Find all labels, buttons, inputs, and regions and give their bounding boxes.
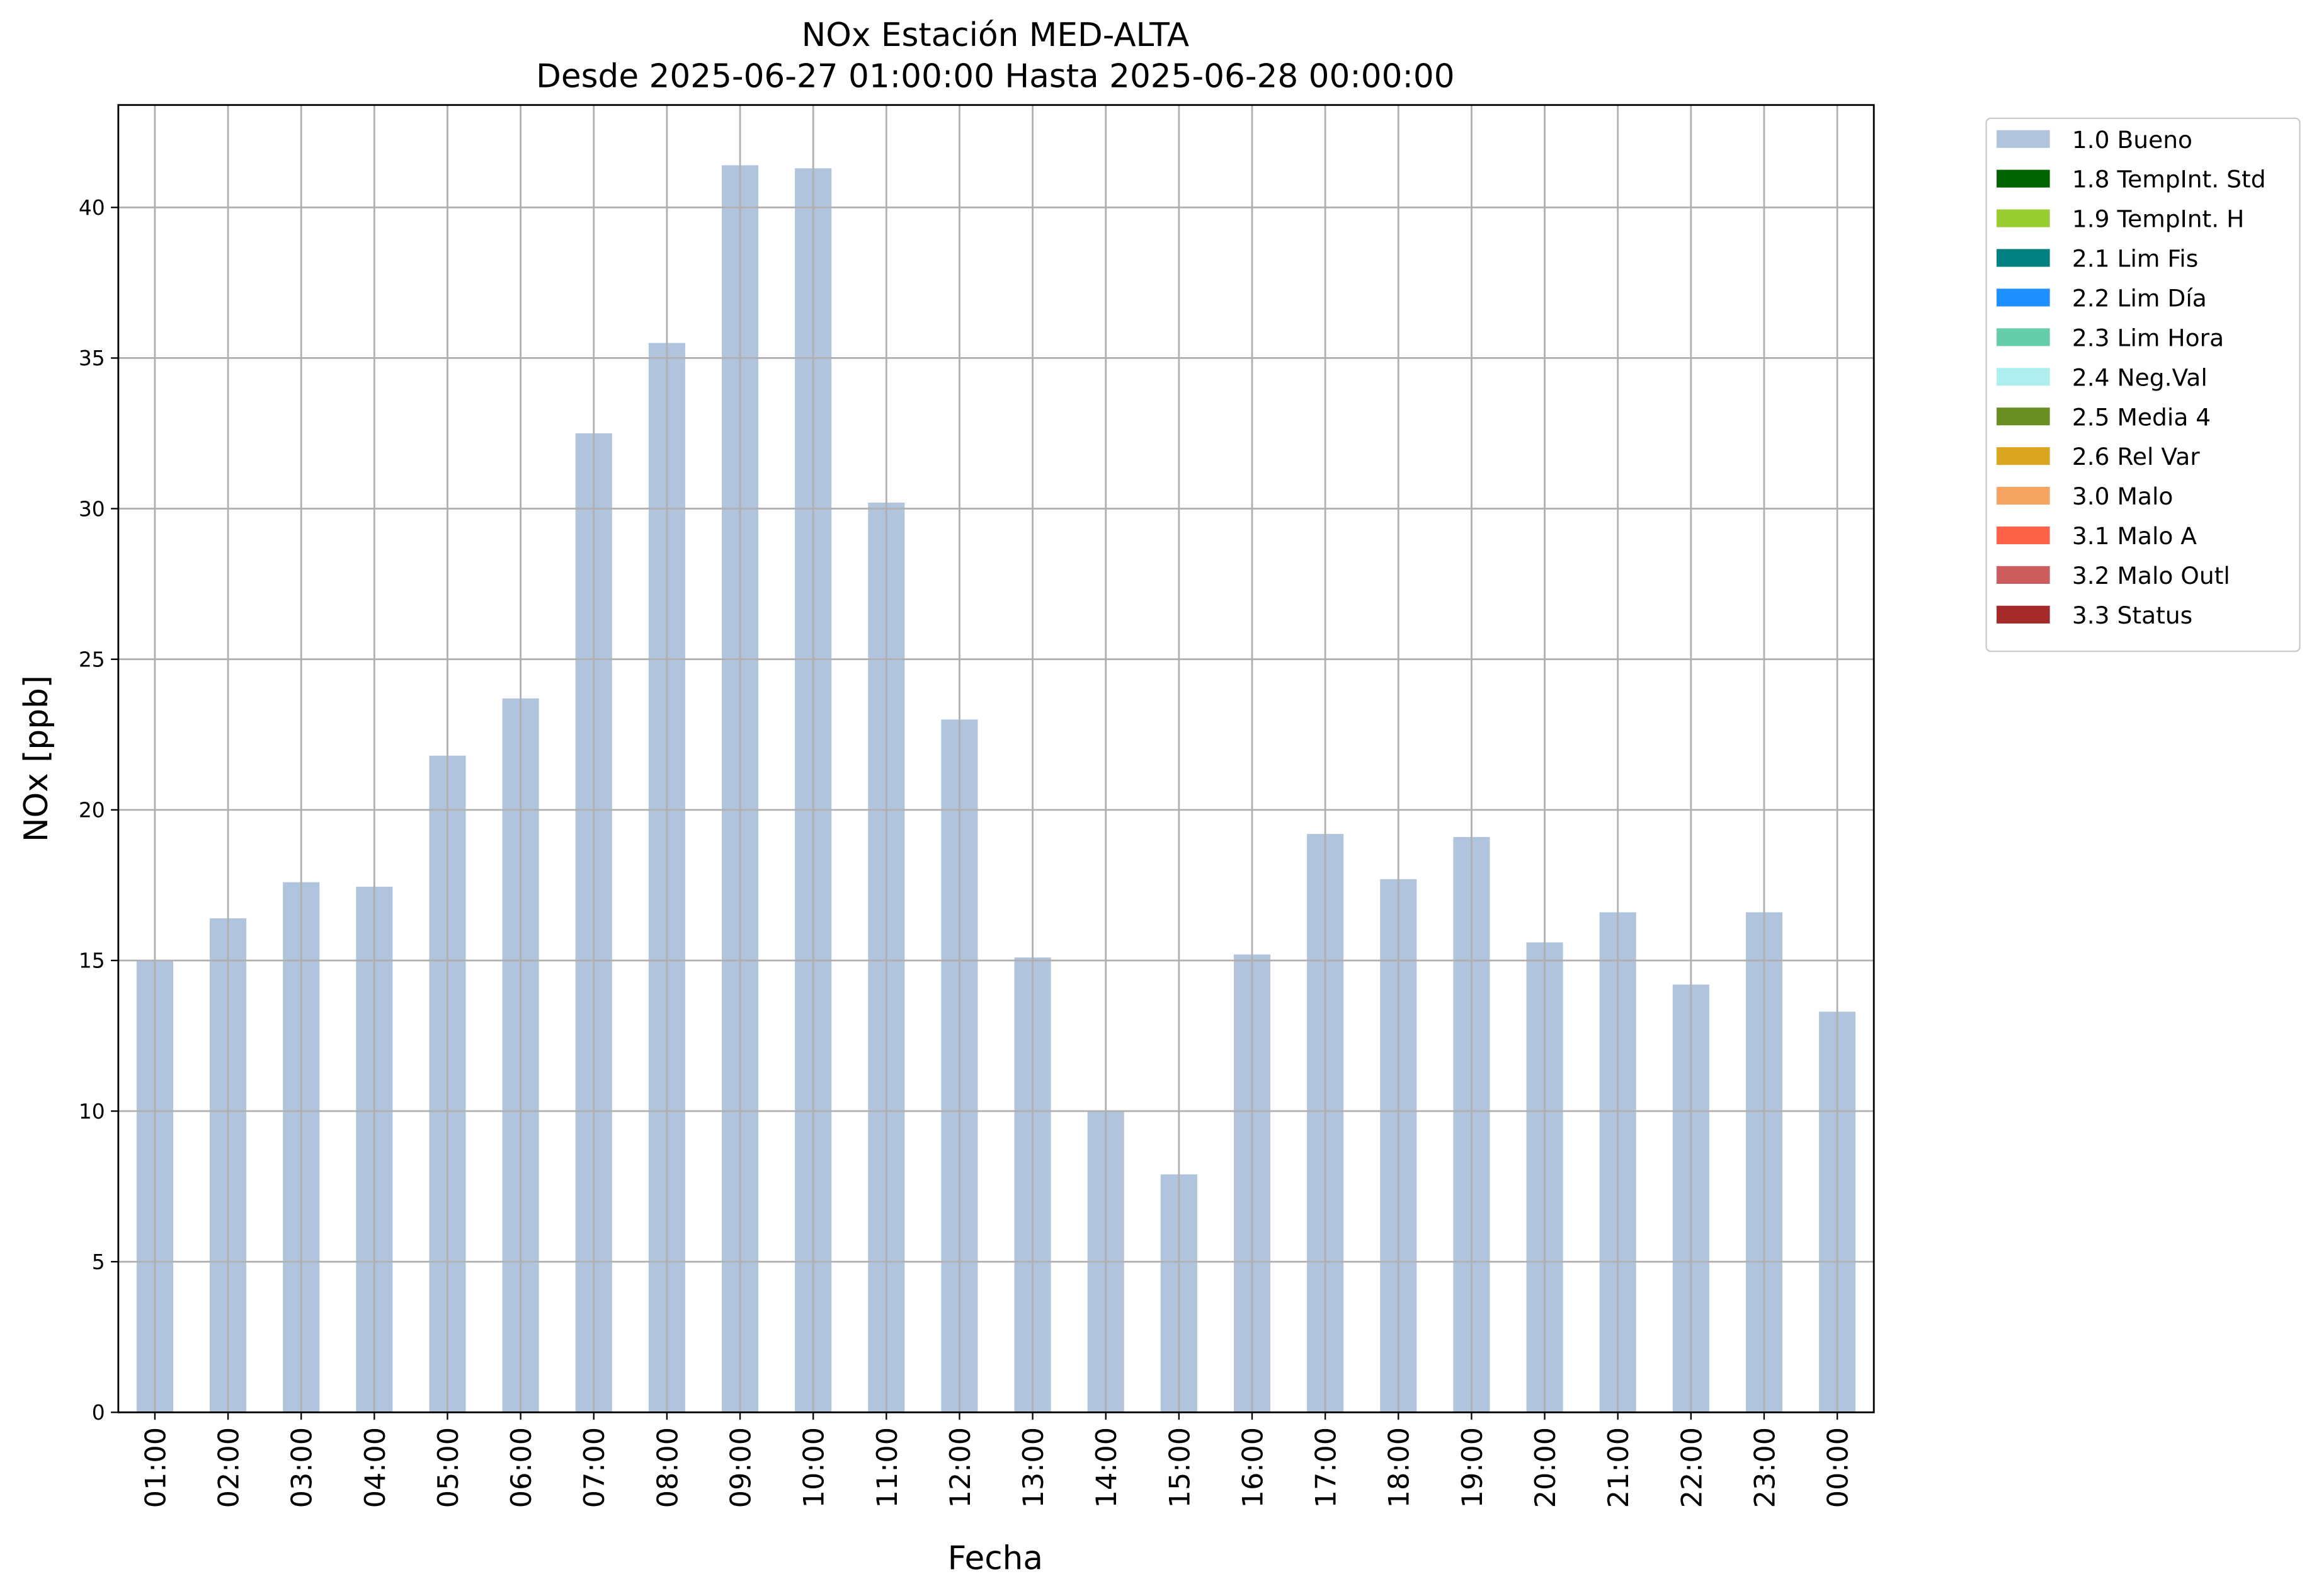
chart-title: NOx Estación MED-ALTA	[802, 16, 1189, 54]
y-tick-label: 20	[79, 798, 105, 823]
legend-swatch	[1997, 566, 2050, 584]
legend-label: 2.4 Neg.Val	[2072, 363, 2208, 391]
y-tick-label: 5	[92, 1250, 105, 1274]
legend-swatch	[1997, 605, 2050, 624]
legend-swatch	[1997, 328, 2050, 346]
x-tick-label: 14:00	[1090, 1427, 1123, 1508]
x-tick-label: 02:00	[213, 1427, 246, 1508]
x-tick-label: 18:00	[1383, 1427, 1416, 1508]
x-tick-label: 09:00	[724, 1427, 757, 1508]
legend-label: 1.8 TempInt. Std	[2072, 166, 2266, 193]
y-tick-label: 30	[79, 496, 105, 521]
y-tick-label: 0	[92, 1400, 105, 1425]
legend-swatch	[1997, 209, 2050, 227]
x-tick-label: 17:00	[1310, 1427, 1343, 1508]
x-tick-label: 19:00	[1456, 1427, 1489, 1508]
legend-label: 3.3 Status	[2072, 601, 2192, 629]
legend-swatch	[1997, 169, 2050, 188]
x-tick-label: 03:00	[286, 1427, 319, 1508]
legend-label: 1.0 Bueno	[2072, 126, 2192, 154]
legend-label: 2.6 Rel Var	[2072, 443, 2200, 470]
x-tick-label: 12:00	[944, 1427, 977, 1508]
legend-label: 2.5 Media 4	[2072, 403, 2211, 431]
x-axis-label: Fecha	[948, 1539, 1043, 1577]
legend-label: 3.0 Malo	[2072, 482, 2174, 510]
x-tick-label: 15:00	[1163, 1427, 1196, 1508]
x-tick-label: 21:00	[1602, 1427, 1635, 1508]
y-tick-label: 40	[79, 195, 105, 220]
legend-swatch	[1997, 408, 2050, 426]
legend-label: 2.3 Lim Hora	[2072, 324, 2224, 351]
x-tick-label: 13:00	[1017, 1427, 1050, 1508]
legend-swatch	[1997, 447, 2050, 465]
x-tick-label: 16:00	[1236, 1427, 1269, 1508]
legend-swatch	[1997, 486, 2050, 505]
y-axis-label: NOx [ppb]	[18, 675, 55, 842]
plot-frame	[117, 104, 1875, 1413]
legend-swatch	[1997, 130, 2050, 148]
x-tick-label: 05:00	[432, 1427, 465, 1508]
legend-box	[1985, 117, 2301, 653]
x-tick-label: 20:00	[1529, 1427, 1562, 1508]
x-tick-label: 11:00	[871, 1427, 904, 1508]
x-tick-label: 01:00	[139, 1427, 172, 1508]
legend-label: 2.2 Lim Día	[2072, 285, 2207, 312]
y-tick-label: 35	[79, 346, 105, 370]
legend-label: 1.9 TempInt. H	[2072, 205, 2245, 233]
legend-label: 2.1 Lim Fis	[2072, 245, 2198, 273]
y-tick-label: 10	[79, 1099, 105, 1124]
x-tick-label: 00:00	[1822, 1427, 1855, 1508]
x-tick-label: 04:00	[359, 1427, 392, 1508]
legend-label: 3.2 Malo Outl	[2072, 562, 2230, 590]
legend-swatch	[1997, 526, 2050, 545]
legend-swatch	[1997, 368, 2050, 386]
y-tick-label: 15	[79, 949, 105, 973]
x-tick-label: 22:00	[1675, 1427, 1708, 1508]
y-tick-label: 25	[79, 647, 105, 671]
legend-label: 3.1 Malo A	[2072, 522, 2197, 550]
x-tick-label: 06:00	[505, 1427, 538, 1508]
chart-subtitle: Desde 2025-06-27 01:00:00 Hasta 2025-06-…	[536, 58, 1454, 96]
x-tick-label: 08:00	[651, 1427, 684, 1508]
legend-swatch	[1997, 249, 2050, 267]
legend-swatch	[1997, 288, 2050, 307]
x-tick-label: 23:00	[1748, 1427, 1781, 1508]
x-tick-label: 07:00	[578, 1427, 611, 1508]
x-tick-label: 10:00	[798, 1427, 831, 1508]
